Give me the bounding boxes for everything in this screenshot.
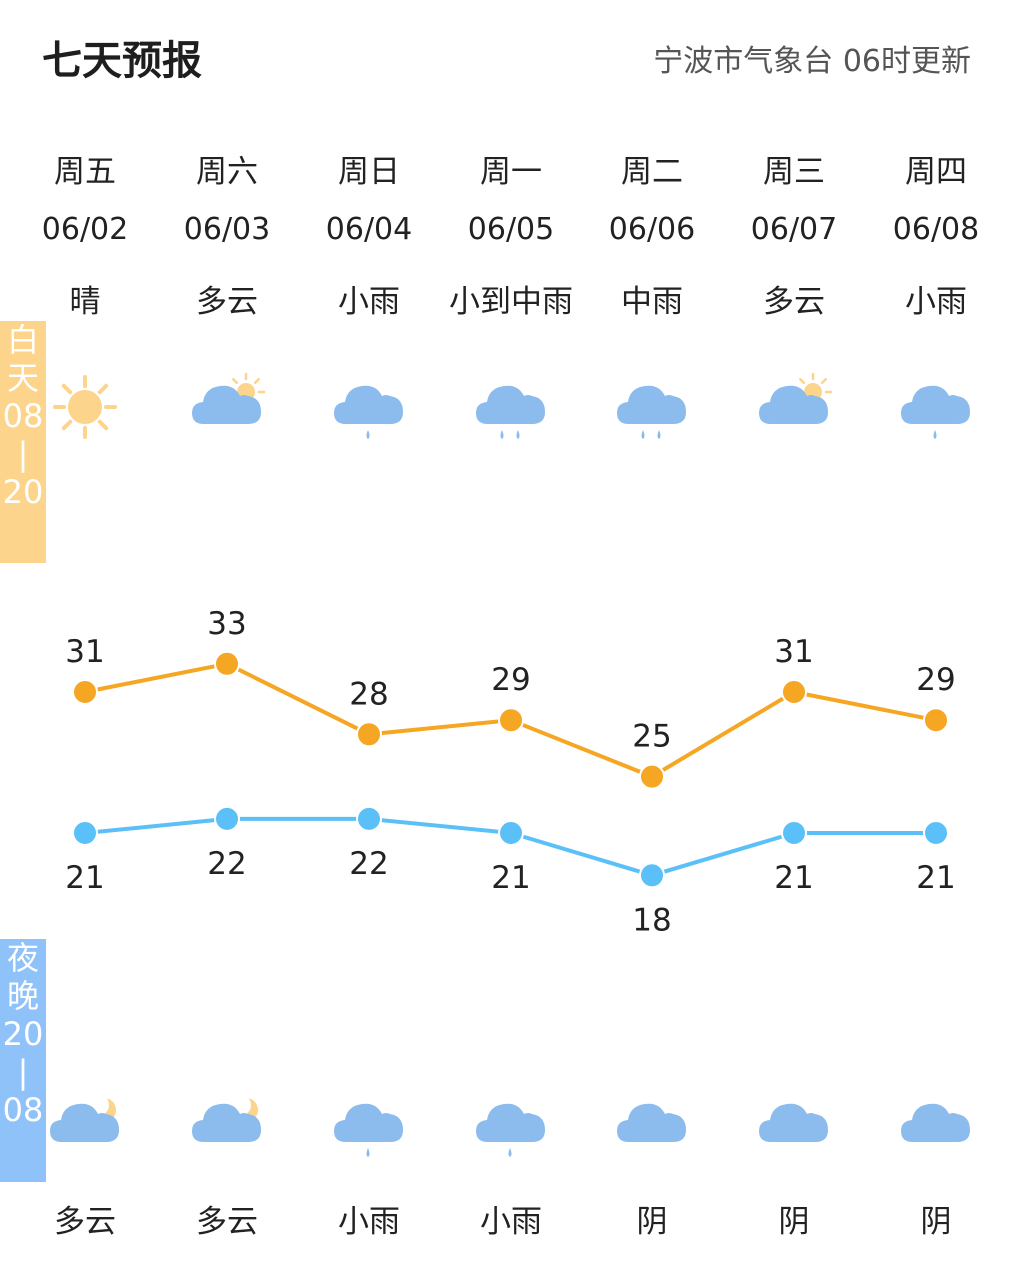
low-temp-label: 21 bbox=[774, 860, 813, 896]
page-title: 七天预报 bbox=[42, 38, 202, 84]
night-weather-label: 小雨 bbox=[480, 1204, 542, 1240]
low-temp-point bbox=[72, 820, 98, 846]
day-weather-label: 晴 bbox=[69, 284, 101, 320]
light-rain-icon bbox=[466, 1080, 556, 1170]
sunny-icon bbox=[40, 362, 130, 452]
low-temp-point bbox=[781, 820, 807, 846]
low-temp-label: 21 bbox=[916, 860, 955, 896]
night-band-char: 晚 bbox=[6, 977, 39, 1015]
night-band-char: | bbox=[17, 1053, 29, 1091]
cloud-moon-icon bbox=[40, 1080, 130, 1170]
high-temp-point bbox=[923, 707, 949, 734]
date-label: 06/07 bbox=[750, 212, 838, 247]
weekday-label: 周六 bbox=[196, 154, 258, 190]
light-rain-icon bbox=[891, 362, 981, 452]
cloud-moon-icon bbox=[182, 1080, 272, 1170]
weekday-label: 周三 bbox=[763, 154, 825, 190]
night-weather-label: 阴 bbox=[920, 1204, 952, 1240]
night-band-char: 20 bbox=[2, 1015, 44, 1053]
low-temp-point bbox=[639, 862, 665, 889]
night-band-char: 夜 bbox=[6, 939, 39, 977]
update-source: 宁波市气象台 06时更新 bbox=[653, 44, 971, 79]
low-temp-point bbox=[356, 805, 382, 832]
date-label: 06/05 bbox=[467, 212, 555, 247]
night-weather-label: 多云 bbox=[196, 1204, 258, 1240]
low-temp-point bbox=[498, 820, 524, 846]
day-band-char: 天 bbox=[6, 359, 39, 397]
night-weather-label: 阴 bbox=[636, 1204, 668, 1240]
day-weather-label: 小雨 bbox=[338, 284, 400, 320]
low-temp-label: 21 bbox=[65, 860, 104, 896]
light-rain-icon bbox=[324, 362, 414, 452]
day-weather-label: 多云 bbox=[196, 284, 258, 320]
day-band-char: 20 bbox=[2, 473, 44, 511]
low-temp-point bbox=[214, 805, 240, 832]
high-temp-label: 28 bbox=[349, 676, 388, 712]
light-to-moderate-rain-icon bbox=[466, 362, 556, 452]
day-band-label: 白 天 08 | 20 bbox=[0, 321, 46, 563]
weekday-label: 周四 bbox=[905, 154, 967, 190]
high-temp-label: 31 bbox=[774, 634, 813, 670]
night-weather-label: 多云 bbox=[54, 1204, 116, 1240]
date-label: 06/02 bbox=[41, 212, 129, 247]
date-label: 06/03 bbox=[183, 212, 271, 247]
low-temp-label: 21 bbox=[491, 860, 530, 896]
high-temp-point bbox=[639, 763, 665, 790]
high-temp-label: 25 bbox=[632, 719, 671, 755]
weekday-label: 周五 bbox=[54, 154, 116, 190]
night-weather-label: 阴 bbox=[778, 1204, 810, 1240]
high-temp-label: 31 bbox=[65, 634, 104, 670]
day-weather-label: 小雨 bbox=[905, 284, 967, 320]
low-temp-point bbox=[923, 820, 949, 846]
overcast-icon bbox=[891, 1080, 981, 1170]
overcast-icon bbox=[749, 1080, 839, 1170]
high-temp-label: 33 bbox=[207, 606, 246, 642]
cloud-sun-icon bbox=[749, 362, 839, 452]
date-label: 06/06 bbox=[608, 212, 696, 247]
low-temp-label: 22 bbox=[207, 846, 246, 882]
day-band-char: | bbox=[17, 435, 29, 473]
light-rain-icon bbox=[324, 1080, 414, 1170]
high-temp-point bbox=[214, 650, 240, 677]
moderate-rain-icon bbox=[607, 362, 697, 452]
night-weather-label: 小雨 bbox=[338, 1204, 400, 1240]
day-weather-label: 小到中雨 bbox=[449, 284, 573, 320]
cloud-sun-icon bbox=[182, 362, 272, 452]
night-band-label: 夜 晚 20 | 08 bbox=[0, 939, 46, 1182]
low-temp-label: 18 bbox=[632, 902, 671, 938]
date-label: 06/08 bbox=[892, 212, 980, 247]
night-band-char: 08 bbox=[2, 1091, 44, 1129]
day-band-char: 08 bbox=[2, 397, 44, 435]
weekday-label: 周一 bbox=[480, 154, 542, 190]
day-band-char: 白 bbox=[6, 321, 39, 359]
high-temp-point bbox=[356, 721, 382, 748]
overcast-icon bbox=[607, 1080, 697, 1170]
high-temp-label: 29 bbox=[491, 662, 530, 698]
low-temp-label: 22 bbox=[349, 846, 388, 882]
high-temp-point bbox=[72, 679, 98, 705]
high-temp-point bbox=[498, 707, 524, 734]
day-weather-label: 中雨 bbox=[621, 284, 683, 320]
date-label: 06/04 bbox=[325, 212, 413, 247]
weekday-label: 周日 bbox=[338, 154, 400, 190]
high-temp-label: 29 bbox=[916, 662, 955, 698]
high-temp-point bbox=[781, 679, 807, 705]
weekday-label: 周二 bbox=[621, 154, 683, 190]
day-weather-label: 多云 bbox=[763, 284, 825, 320]
